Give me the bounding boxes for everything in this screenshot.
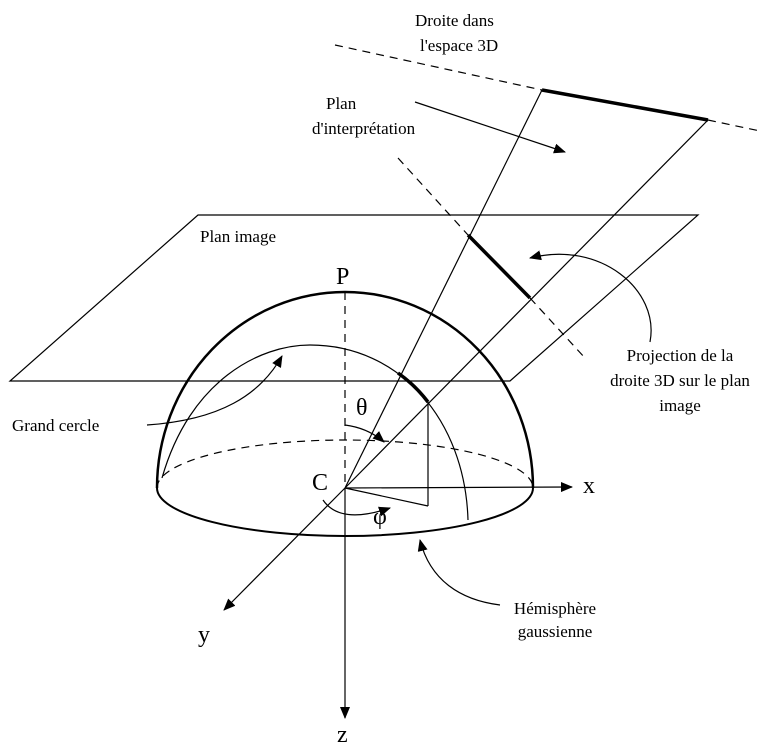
projection-ext	[397, 157, 469, 236]
angle-label: φ	[373, 504, 387, 530]
label: Plan image	[200, 227, 276, 246]
label: Grand cercle	[12, 416, 99, 435]
line-3d	[541, 88, 709, 122]
label: image	[659, 396, 701, 415]
point-label: C	[312, 470, 328, 496]
callout-arrow	[146, 355, 283, 426]
label: droite 3D sur le plan	[610, 371, 750, 390]
x-axis	[344, 482, 573, 493]
callout-arrow	[414, 101, 566, 154]
point-label: P	[336, 264, 349, 290]
theta-arc	[344, 424, 385, 443]
great-circle-segment	[396, 371, 430, 404]
image-plane	[8, 214, 700, 382]
ray	[344, 119, 709, 489]
great-circle	[161, 344, 469, 521]
label: Projection de la	[627, 346, 734, 365]
y-axis	[223, 487, 346, 611]
label: d'interprétation	[312, 119, 416, 138]
phi-arc	[322, 499, 391, 517]
label: Droite dans	[415, 11, 494, 30]
projection-ext	[529, 297, 586, 359]
callout-arrow	[417, 539, 501, 606]
line-3d-ext	[334, 44, 543, 91]
base-line	[344, 487, 429, 507]
line-3d-ext	[707, 119, 760, 132]
callout-arrow	[529, 250, 652, 343]
label: l'espace 3D	[420, 36, 498, 55]
projection-line	[466, 233, 532, 300]
label: Plan	[326, 94, 357, 113]
axis-label: x	[583, 473, 595, 499]
angle-label: θ	[356, 395, 368, 421]
label: Hémisphère	[514, 599, 596, 618]
axis-label: y	[198, 622, 210, 648]
label: gaussienne	[518, 622, 593, 641]
axis-label: z	[337, 722, 348, 746]
ray	[344, 89, 543, 489]
